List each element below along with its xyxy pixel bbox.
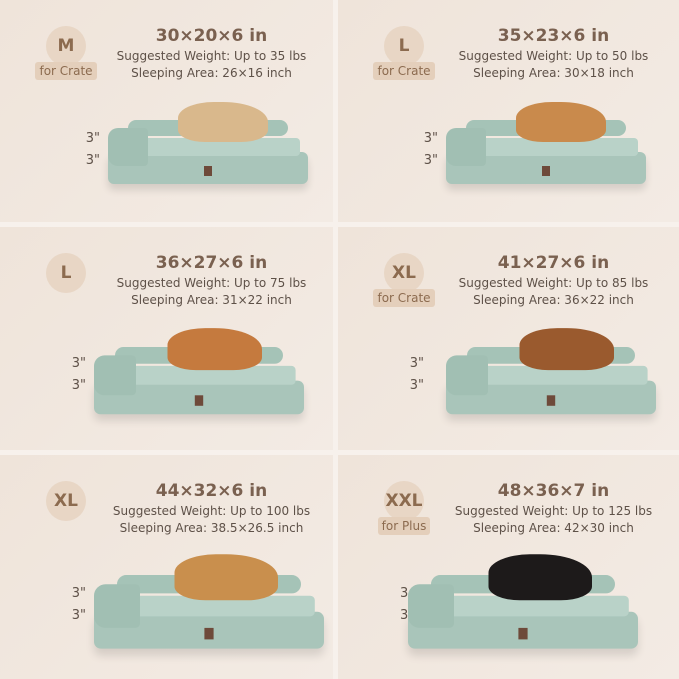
dog-bed-image [408,554,638,649]
dog-bed-image [94,328,304,415]
sleeping-area: Sleeping Area: 42×30 inch [473,521,634,535]
bed-label-tag [542,166,550,176]
size-badge: XL [38,481,94,521]
layer-heights: 3" 3" [66,583,86,627]
bed-label-tag [204,627,214,640]
layer-heights: 3" 3" [418,128,438,172]
size-label: M [46,26,86,66]
bed-label-tag [194,395,204,406]
bed-side-bolster [108,128,148,166]
size-info: 44×32×6 in Suggested Weight: Up to 100 l… [100,481,323,535]
bed-side-bolster [408,584,454,628]
size-info: 41×27×6 in Suggested Weight: Up to 85 lb… [438,253,669,307]
dimensions: 41×27×6 in [497,253,610,273]
dimensions: 30×20×6 in [155,26,268,46]
sleeping-area: Sleeping Area: 31×22 inch [131,293,292,307]
bed-cushion [454,365,648,385]
dog-image [519,328,614,371]
size-tag: for Crate [35,62,97,80]
dimensions: 35×23×6 in [497,26,610,46]
sleeping-area: Sleeping Area: 30×18 inch [473,66,634,80]
size-badge: L [38,253,94,293]
base-height: 3" [71,378,86,393]
layer-heights: 3" 3" [66,353,86,397]
bed-cushion [454,138,638,156]
layer-heights: 3" 3" [404,353,424,397]
suggested-weight: Suggested Weight: Up to 125 lbs [454,504,653,518]
bed-side-bolster [446,128,486,166]
dog-image [516,102,606,142]
size-card: XL for Crate 41×27×6 in Suggested Weight… [338,227,679,450]
size-card: M for Crate 30×20×6 in Suggested Weight:… [0,0,333,222]
dog-image [167,328,262,371]
base-height: 3" [409,378,424,393]
bolster-height: 3" [71,586,86,601]
layer-heights: 3" 3" [80,128,100,172]
size-label: L [46,253,86,293]
size-info: 48×36×7 in Suggested Weight: Up to 125 l… [438,481,669,535]
size-tag: for Crate [373,62,435,80]
bed-cushion [417,595,629,617]
sleeping-area: Sleeping Area: 38.5×26.5 inch [119,521,304,535]
size-label: L [384,26,424,66]
bed-side-bolster [94,355,136,396]
bed-cushion [116,138,300,156]
bolster-height: 3" [85,131,100,146]
dimensions: 48×36×7 in [497,481,610,501]
size-label: XXL [384,481,424,521]
base-height: 3" [85,153,100,168]
size-card: L 36×27×6 in Suggested Weight: Up to 75 … [0,227,333,450]
dog-bed-image [108,102,308,184]
size-badge: M for Crate [35,26,97,80]
suggested-weight: Suggested Weight: Up to 100 lbs [112,504,311,518]
dimensions: 44×32×6 in [155,481,268,501]
suggested-weight: Suggested Weight: Up to 85 lbs [458,276,649,290]
suggested-weight: Suggested Weight: Up to 75 lbs [116,276,307,290]
bolster-height: 3" [423,131,438,146]
size-info: 36×27×6 in Suggested Weight: Up to 75 lb… [100,253,323,307]
bed-label-tag [546,395,556,406]
bed-side-bolster [446,355,488,396]
suggested-weight: Suggested Weight: Up to 50 lbs [458,49,649,63]
size-label: XL [384,253,424,293]
bed-cushion [103,595,315,617]
size-badge: XL for Crate [373,253,435,307]
size-card: L for Crate 35×23×6 in Suggested Weight:… [338,0,679,222]
dog-image [178,102,268,142]
base-height: 3" [423,153,438,168]
bed-label-tag [204,166,212,176]
size-info: 35×23×6 in Suggested Weight: Up to 50 lb… [438,26,669,80]
size-info: 30×20×6 in Suggested Weight: Up to 35 lb… [100,26,323,80]
dimensions: 36×27×6 in [155,253,268,273]
bed-side-bolster [94,584,140,628]
size-tag: for Crate [373,289,435,307]
dog-image [174,554,278,601]
dog-bed-image [446,328,656,415]
size-label: XL [46,481,86,521]
bed-cushion [102,365,296,385]
bed-label-tag [518,627,528,640]
size-badge: L for Crate [373,26,435,80]
dog-image [488,554,592,601]
base-height: 3" [71,608,86,623]
bolster-height: 3" [71,356,86,371]
size-tag: for Plus [377,517,431,535]
suggested-weight: Suggested Weight: Up to 35 lbs [116,49,307,63]
dog-bed-image [446,102,646,184]
size-card: XL 44×32×6 in Suggested Weight: Up to 10… [0,455,333,679]
dog-bed-image [94,554,324,649]
sleeping-area: Sleeping Area: 26×16 inch [131,66,292,80]
size-card: XXL for Plus 48×36×7 in Suggested Weight… [338,455,679,679]
bolster-height: 3" [409,356,424,371]
sleeping-area: Sleeping Area: 36×22 inch [473,293,634,307]
size-badge: XXL for Plus [376,481,432,535]
